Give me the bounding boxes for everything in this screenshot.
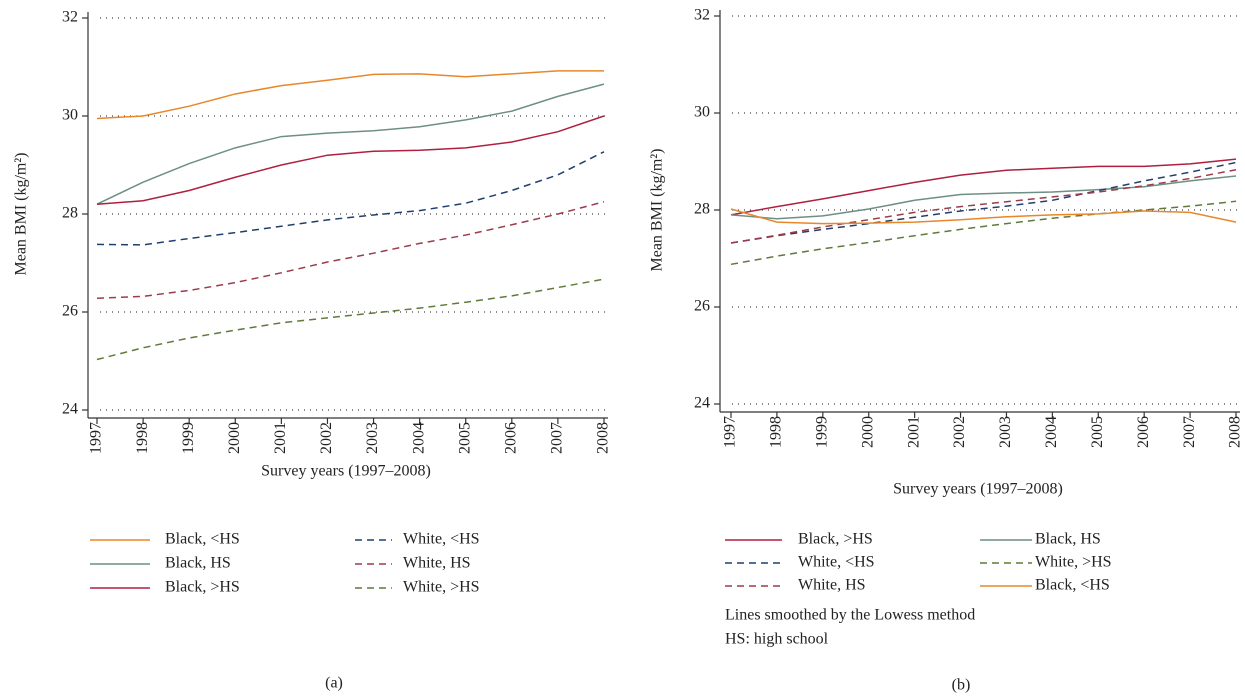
series-line (96, 115, 605, 205)
series-line (730, 169, 1237, 244)
legend-label: White, <HS (798, 554, 875, 571)
x-tick-label: 2008 (1227, 416, 1244, 448)
legend-label: White, <HS (403, 531, 480, 548)
series-line (730, 161, 1237, 244)
series-line (730, 200, 1237, 266)
series-line (96, 70, 604, 120)
legend-label: Black, <HS (1035, 577, 1110, 594)
panel-label: (a) (325, 675, 343, 692)
series-line (96, 151, 605, 246)
y-tick-label: 32 (694, 7, 710, 24)
x-tick-label: 2003 (997, 416, 1014, 448)
series-line (730, 208, 1237, 225)
panel-label: (b) (952, 677, 971, 694)
legend-label: White, >HS (403, 579, 480, 596)
x-tick-label: 2004 (1043, 416, 1060, 448)
x-tick-label: 2003 (364, 422, 381, 454)
y-tick-label: 24 (694, 395, 710, 412)
x-tick-label: 1998 (768, 416, 785, 448)
y-axis-label: Mean BMI (kg/m²) (13, 153, 30, 276)
series-line (730, 158, 1237, 216)
x-tick-label: 2007 (1181, 416, 1198, 448)
x-tick-label: 2008 (595, 422, 612, 454)
x-tick-label: 1998 (134, 422, 151, 454)
series-line (730, 175, 1237, 220)
legend-label: Black, >HS (165, 579, 240, 596)
x-tick-label: 2006 (1135, 416, 1152, 448)
x-tick-label: 1997 (88, 422, 105, 454)
series-line (96, 278, 605, 361)
x-tick-label: 2005 (456, 422, 473, 454)
y-tick-label: 28 (62, 205, 78, 222)
y-tick-label: 28 (694, 201, 710, 218)
y-tick-label: 30 (694, 104, 710, 121)
x-tick-label: 1999 (180, 422, 197, 454)
x-tick-label: 2002 (318, 422, 335, 454)
x-tick-label: 2001 (905, 416, 922, 448)
y-tick-label: 32 (62, 9, 78, 26)
y-axis-label: Mean BMI (kg/m²) (649, 149, 666, 272)
x-tick-label: 1999 (813, 416, 830, 448)
legend-label: White, HS (798, 577, 866, 594)
legend-label: Black, HS (1035, 531, 1101, 548)
note: Lines smoothed by the Lowess method (725, 607, 975, 624)
x-tick-label: 2006 (502, 422, 519, 454)
note: HS: high school (725, 631, 829, 648)
x-tick-label: 2000 (859, 416, 876, 448)
x-tick-label: 2005 (1089, 416, 1106, 448)
x-tick-label: 2001 (272, 422, 289, 454)
series-line (96, 83, 605, 205)
legend-label: Black, HS (165, 555, 231, 572)
y-tick-label: 24 (62, 401, 78, 418)
x-tick-label: 2002 (951, 416, 968, 448)
x-axis-label: Survey years (1997–2008) (893, 481, 1063, 498)
legend-label: Black, >HS (798, 531, 873, 548)
y-tick-label: 26 (694, 298, 710, 315)
x-tick-label: 2000 (226, 422, 243, 454)
x-axis-label: Survey years (1997–2008) (261, 463, 431, 480)
series-line (96, 201, 605, 300)
legend-label: Black, <HS (165, 531, 240, 548)
legend-label: White, >HS (1035, 554, 1112, 571)
x-tick-label: 1997 (722, 416, 739, 448)
x-tick-label: 2004 (410, 422, 427, 454)
legend-label: White, HS (403, 555, 471, 572)
y-tick-label: 26 (62, 303, 78, 320)
y-tick-label: 30 (62, 107, 78, 124)
x-tick-label: 2007 (549, 422, 566, 454)
